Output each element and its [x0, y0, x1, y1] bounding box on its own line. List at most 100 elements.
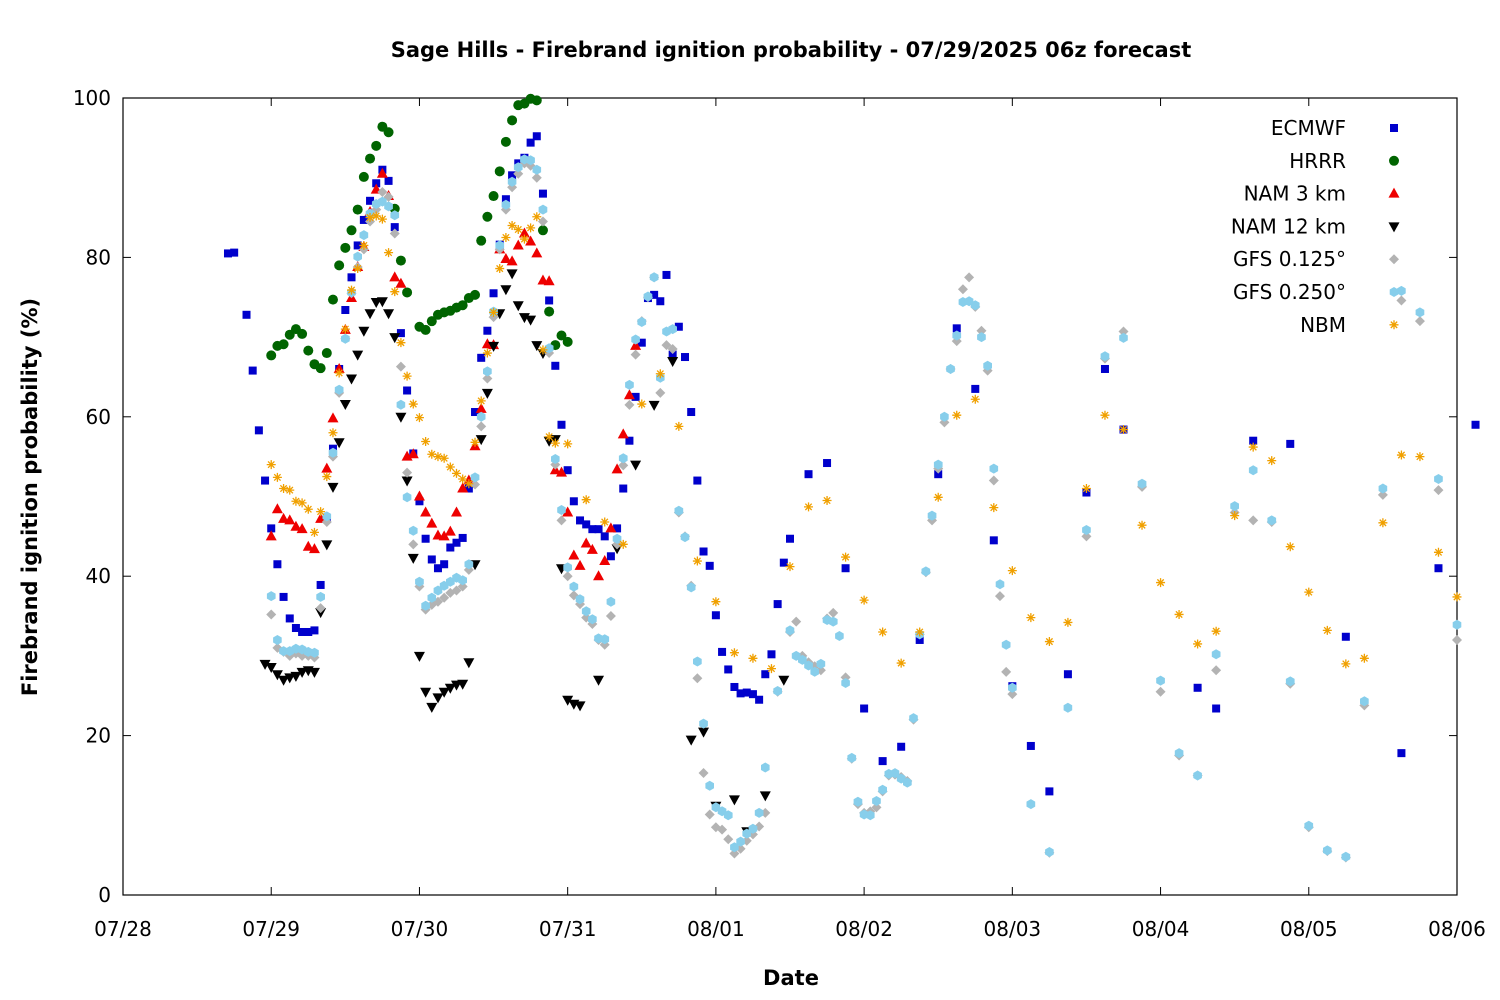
data-point — [964, 272, 975, 283]
data-point — [637, 338, 646, 347]
data-point — [384, 176, 393, 185]
data-point — [303, 504, 313, 514]
data-point — [630, 339, 642, 350]
x-tick-label: 07/28 — [94, 917, 152, 941]
data-point — [625, 436, 634, 445]
data-point — [265, 530, 277, 541]
data-point — [1008, 682, 1017, 693]
data-point — [457, 679, 469, 690]
data-point — [377, 187, 388, 198]
data-point — [946, 364, 955, 374]
data-point — [674, 322, 683, 331]
data-point — [551, 454, 560, 464]
data-point — [230, 248, 239, 257]
data-point — [444, 683, 456, 694]
data-point — [804, 470, 813, 479]
data-point — [1471, 420, 1480, 429]
data-point — [310, 647, 319, 658]
data-point — [1063, 670, 1072, 679]
data-point — [366, 196, 375, 205]
data-point — [1359, 653, 1369, 663]
data-point — [377, 214, 387, 224]
data-point — [545, 296, 554, 305]
data-point — [444, 525, 456, 536]
data-point — [1378, 483, 1388, 494]
data-point — [1026, 741, 1035, 750]
data-point — [785, 562, 795, 572]
data-point — [266, 591, 276, 602]
data-point — [321, 348, 332, 359]
data-point — [389, 228, 400, 239]
data-point — [296, 667, 308, 678]
data-point — [525, 315, 537, 326]
data-point — [271, 503, 283, 514]
data-point — [327, 482, 339, 493]
data-point — [408, 399, 418, 409]
data-point — [526, 223, 536, 233]
data-point — [310, 626, 319, 635]
data-point — [488, 191, 499, 202]
data-point — [681, 353, 690, 362]
data-point — [766, 664, 776, 674]
data-point — [989, 536, 998, 545]
data-point — [698, 768, 709, 779]
data-point — [519, 234, 529, 244]
data-point — [457, 300, 468, 311]
data-point — [915, 627, 925, 637]
y-tick-label: 40 — [86, 564, 111, 588]
data-point — [1415, 452, 1425, 462]
data-point — [420, 506, 432, 517]
data-point — [513, 162, 523, 173]
data-point — [532, 164, 542, 175]
data-point — [1304, 820, 1314, 831]
data-point — [353, 264, 363, 274]
series-nam-3-km — [265, 167, 642, 581]
data-point — [692, 673, 703, 684]
data-point — [500, 136, 511, 147]
data-point — [1063, 702, 1073, 713]
data-point — [383, 127, 394, 138]
data-point — [531, 95, 542, 106]
data-point — [512, 239, 524, 250]
data-point — [481, 388, 493, 399]
data-point — [729, 848, 740, 859]
data-point — [617, 428, 629, 439]
data-point — [810, 666, 819, 677]
y-axis-label: Firebrand ignition probability (%) — [18, 298, 42, 696]
data-point — [1396, 450, 1406, 460]
data-point — [755, 695, 764, 704]
data-point — [507, 115, 518, 126]
data-point — [452, 538, 461, 547]
data-point — [748, 690, 757, 699]
data-point — [1433, 547, 1443, 557]
data-point — [575, 594, 585, 605]
data-point — [1119, 425, 1128, 435]
data-point — [477, 353, 486, 362]
data-point — [952, 410, 962, 420]
data-point — [988, 475, 999, 486]
data-point — [1230, 501, 1239, 512]
data-point — [890, 768, 900, 779]
data-point — [933, 459, 943, 470]
legend-marker — [1389, 155, 1399, 166]
data-point — [1248, 442, 1258, 452]
data-point — [563, 562, 572, 573]
data-point — [606, 596, 616, 607]
data-point — [557, 420, 566, 429]
data-point — [576, 516, 585, 525]
x-axis-label: Date — [763, 966, 819, 990]
data-point — [537, 216, 548, 227]
data-point — [970, 394, 980, 404]
data-point — [321, 462, 333, 473]
data-point — [458, 474, 468, 484]
data-point — [290, 671, 302, 682]
data-point — [359, 240, 369, 250]
data-point — [1360, 696, 1369, 707]
data-point — [1230, 511, 1240, 521]
data-point — [403, 386, 412, 395]
data-point — [804, 660, 813, 671]
data-point — [402, 287, 413, 298]
data-point — [1452, 592, 1462, 602]
data-point — [359, 230, 369, 241]
data-point — [390, 287, 400, 297]
